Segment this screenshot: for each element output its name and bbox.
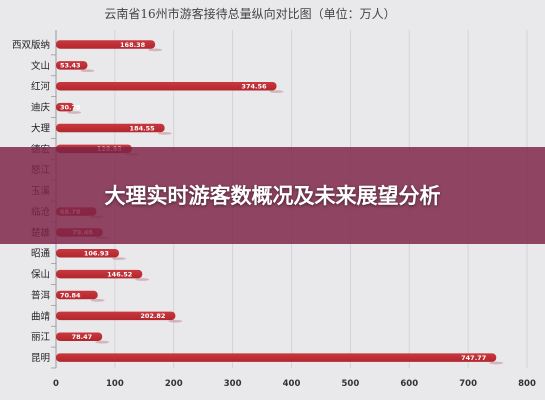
data-label: 747.77: [461, 354, 486, 362]
category-label: 保山: [31, 269, 50, 281]
x-tick-label: 0: [53, 379, 59, 389]
category-label: 迪庆: [31, 102, 51, 114]
category-label: 红河: [31, 81, 51, 93]
bar: [56, 102, 75, 112]
category-label: 大理: [31, 122, 51, 134]
bar-shadow: [95, 340, 110, 344]
data-label: 70.84: [60, 291, 81, 299]
x-tick-label: 600: [400, 379, 418, 389]
data-label: 146.52: [107, 270, 132, 278]
data-label: 30.78: [60, 103, 81, 111]
x-tick-label: 100: [106, 379, 124, 389]
bar-shadow: [80, 69, 95, 73]
bar-shadow: [135, 278, 150, 281]
bar: [56, 61, 88, 70]
chart-title: 云南省16州市游客接待总量纵向对比图（单位：万人）: [104, 6, 395, 21]
category-label: 丽江: [31, 332, 51, 343]
data-label: 106.93: [84, 250, 109, 258]
data-label: 78.47: [72, 333, 93, 341]
headline-text: 大理实时游客数概况及未来展望分析: [104, 183, 441, 208]
data-label: 53.43: [60, 62, 81, 70]
bar-shadow: [489, 361, 504, 365]
category-label: 普洱: [31, 289, 51, 301]
x-tick-label: 400: [283, 379, 301, 389]
category-label: 昆明: [31, 353, 50, 364]
bar: [56, 353, 497, 362]
category-label: 西双版纳: [12, 39, 50, 51]
bar: [56, 81, 277, 91]
bar: [56, 123, 165, 133]
data-label: 374.56: [241, 83, 267, 91]
bars: [56, 40, 504, 365]
x-tick-label: 800: [518, 379, 536, 389]
bar-shadow: [90, 298, 105, 302]
x-tick-labels: 0 100 200 300 400 500 600 700 800: [53, 379, 536, 389]
x-tick-label: 200: [165, 379, 183, 389]
bar: [56, 290, 98, 300]
bar: [56, 332, 103, 341]
category-label: 曲靖: [31, 310, 51, 322]
bar: [56, 40, 156, 49]
x-tick-label: 700: [459, 379, 477, 389]
bar: [56, 248, 119, 258]
bar-shadow: [67, 111, 82, 114]
category-label: 昭通: [31, 249, 51, 260]
x-tick-label: 300: [224, 379, 242, 389]
data-label: 184.55: [130, 124, 156, 132]
bar-shadow: [157, 131, 172, 135]
bar: [56, 311, 176, 321]
bar-shadow: [269, 90, 284, 94]
bar-shadow: [111, 257, 126, 261]
headline-banner: 大理实时游客数概况及未来展望分析: [0, 147, 545, 244]
bar-shadow: [168, 319, 183, 323]
data-label: 202.82: [140, 312, 165, 320]
x-tick-label: 500: [342, 379, 360, 389]
bar-shadow: [148, 48, 163, 52]
data-label: 168.38: [120, 41, 146, 49]
category-label: 文山: [31, 60, 50, 72]
bar: [56, 269, 143, 279]
